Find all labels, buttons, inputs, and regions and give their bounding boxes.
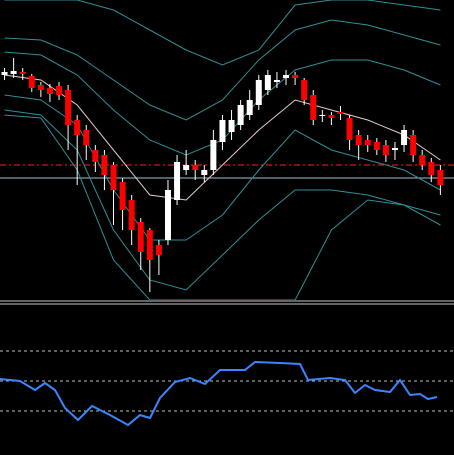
candle-body bbox=[228, 120, 235, 132]
candle-body bbox=[83, 130, 90, 145]
candle-body bbox=[155, 245, 162, 255]
candle-body bbox=[373, 142, 380, 150]
candle-body bbox=[346, 118, 353, 140]
candle-body bbox=[255, 80, 262, 105]
oscillator-panel bbox=[0, 350, 454, 427]
candle-body bbox=[337, 112, 344, 114]
oscillator-line bbox=[0, 360, 438, 427]
candle-body bbox=[164, 190, 171, 240]
candle-body bbox=[56, 86, 63, 95]
candle-body bbox=[201, 170, 208, 175]
candle-body bbox=[246, 100, 253, 115]
candle-body bbox=[46, 88, 53, 94]
candle-body bbox=[292, 75, 299, 78]
candle-body bbox=[310, 95, 317, 120]
candle-body bbox=[319, 115, 326, 116]
candle-body bbox=[428, 162, 435, 175]
candle-body bbox=[237, 105, 244, 125]
candle-body bbox=[92, 150, 99, 162]
candle-body bbox=[419, 155, 426, 165]
candle-body bbox=[283, 75, 290, 78]
candle-body bbox=[137, 222, 144, 252]
candle-body bbox=[110, 165, 117, 190]
candle-body bbox=[401, 130, 408, 145]
band-line bbox=[4, 0, 441, 66]
candle-body bbox=[192, 165, 199, 170]
candle-body bbox=[74, 120, 81, 135]
candle-body bbox=[273, 80, 280, 82]
candle-body bbox=[183, 165, 190, 170]
candle-body bbox=[128, 200, 135, 230]
candle-body bbox=[364, 140, 371, 145]
candle-body bbox=[437, 170, 444, 185]
price-panel bbox=[0, 0, 454, 300]
candle-body bbox=[382, 145, 389, 155]
candle-body bbox=[10, 71, 17, 74]
candle-body bbox=[264, 75, 271, 90]
band-line bbox=[4, 19, 441, 121]
candle-body bbox=[328, 115, 335, 118]
candle-body bbox=[391, 148, 398, 150]
candle-body bbox=[146, 230, 153, 260]
candle-body bbox=[19, 72, 26, 74]
candle-body bbox=[355, 135, 362, 145]
band-line bbox=[4, 74, 441, 201]
candle-body bbox=[210, 140, 217, 170]
candle-body bbox=[174, 162, 181, 200]
candle-body bbox=[28, 76, 35, 88]
candle-body bbox=[65, 90, 72, 125]
candle-body bbox=[1, 72, 8, 75]
candle-body bbox=[37, 85, 44, 90]
candle-body bbox=[301, 80, 308, 100]
candle-body bbox=[119, 182, 126, 210]
candle-body bbox=[101, 155, 108, 175]
candle-body bbox=[410, 135, 417, 155]
candle-body bbox=[219, 120, 226, 142]
